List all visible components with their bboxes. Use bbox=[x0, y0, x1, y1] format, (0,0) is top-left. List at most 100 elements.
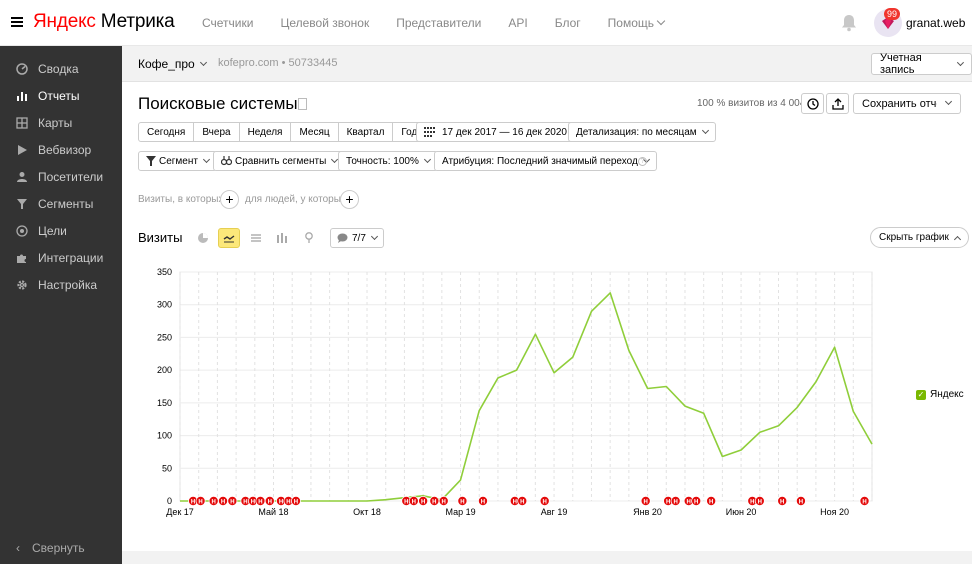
sidebar: Сводка Отчеты Карты Вебвизор Посетители … bbox=[0, 46, 122, 564]
sidebar-item-settings[interactable]: Настройка bbox=[0, 271, 122, 298]
counter-selector[interactable]: Кофе_про bbox=[138, 57, 207, 71]
add-visit-filter-button[interactable]: + bbox=[220, 190, 239, 209]
nav-target-call[interactable]: Целевой звонок bbox=[280, 16, 370, 30]
nav-counters[interactable]: Счетчики bbox=[202, 16, 254, 30]
save-report-dropdown[interactable] bbox=[937, 93, 961, 114]
note-marker[interactable]: Н bbox=[859, 495, 870, 506]
username[interactable]: granat.web bbox=[906, 16, 966, 30]
period-yesterday[interactable]: Вчера bbox=[193, 122, 240, 142]
bell-icon[interactable] bbox=[841, 14, 857, 32]
y-tick-label: 150 bbox=[157, 398, 172, 408]
bookmark-icon[interactable] bbox=[298, 98, 307, 110]
note-marker-label: Н bbox=[221, 500, 225, 506]
sidebar-item-label: Цели bbox=[38, 223, 67, 238]
note-marker[interactable]: Н bbox=[418, 495, 429, 506]
note-marker-label: Н bbox=[286, 500, 290, 506]
note-marker[interactable]: Н bbox=[208, 495, 219, 506]
x-tick-label: Авг 19 bbox=[541, 507, 568, 517]
hide-chart-button[interactable]: Скрыть график bbox=[870, 227, 969, 248]
chevron-up-icon bbox=[953, 235, 961, 244]
period-week[interactable]: Неделя bbox=[238, 122, 292, 142]
export-button[interactable] bbox=[826, 93, 849, 114]
note-marker[interactable]: Н bbox=[195, 495, 206, 506]
note-marker-dot bbox=[795, 495, 806, 506]
note-marker[interactable]: Н bbox=[691, 495, 702, 506]
note-marker[interactable]: Н bbox=[477, 495, 488, 506]
sidebar-item-maps[interactable]: Карты bbox=[0, 109, 122, 136]
sidebar-collapse-button[interactable]: ‹ Свернуть bbox=[16, 541, 85, 555]
note-marker[interactable]: Н bbox=[457, 495, 468, 506]
note-marker[interactable]: Н bbox=[264, 495, 275, 506]
sidebar-item-summary[interactable]: Сводка bbox=[0, 55, 122, 82]
add-people-filter-button[interactable]: + bbox=[340, 190, 359, 209]
menu-icon[interactable] bbox=[11, 17, 23, 27]
y-tick-label: 50 bbox=[162, 463, 172, 473]
note-marker[interactable]: Н bbox=[640, 495, 651, 506]
note-marker[interactable]: Н bbox=[754, 495, 765, 506]
nav-api[interactable]: API bbox=[508, 16, 528, 30]
sidebar-item-integrations[interactable]: Интеграции bbox=[0, 244, 122, 271]
note-marker-dot bbox=[670, 495, 681, 506]
help-icon[interactable]: ? bbox=[638, 157, 647, 166]
history-button[interactable] bbox=[801, 93, 824, 114]
accuracy-dropdown[interactable]: Точность: 100% bbox=[338, 151, 438, 171]
account-button[interactable]: Учетная запись bbox=[871, 52, 972, 76]
sidebar-item-goals[interactable]: Цели bbox=[0, 217, 122, 244]
pomegranate-icon bbox=[882, 17, 894, 29]
chevron-down-icon bbox=[656, 16, 666, 26]
note-marker[interactable]: Н bbox=[283, 495, 294, 506]
save-report-button[interactable]: Сохранить отчет bbox=[853, 93, 957, 114]
note-marker[interactable]: Н bbox=[706, 495, 717, 506]
logo-brand: Яндекс bbox=[33, 11, 96, 32]
note-marker[interactable]: Н bbox=[438, 495, 449, 506]
sidebar-item-webvisor[interactable]: Вебвизор bbox=[0, 136, 122, 163]
note-marker[interactable]: Н bbox=[670, 495, 681, 506]
checkbox-icon[interactable]: ✓ bbox=[916, 389, 926, 400]
note-marker[interactable]: Н bbox=[255, 495, 266, 506]
note-marker-label: Н bbox=[481, 500, 485, 506]
nav-blog[interactable]: Блог bbox=[554, 16, 581, 30]
note-marker-label: Н bbox=[758, 500, 762, 506]
note-marker[interactable]: Н bbox=[218, 495, 229, 506]
period-today[interactable]: Сегодня bbox=[138, 122, 195, 142]
period-month[interactable]: Месяц bbox=[290, 122, 339, 142]
notes-dropdown[interactable]: 7/7 bbox=[330, 228, 384, 248]
notification-badge: 99 bbox=[884, 8, 901, 20]
note-marker[interactable]: Н bbox=[795, 495, 806, 506]
note-marker[interactable]: Н bbox=[777, 495, 788, 506]
compare-segments-button[interactable]: Сравнить сегменты bbox=[213, 151, 346, 171]
date-range-picker[interactable]: 17 дек 2017 — 16 дек 2020 bbox=[416, 122, 575, 142]
detail-dropdown[interactable]: Детализация: по месяцам bbox=[568, 122, 716, 142]
attribution-dropdown[interactable]: Атрибуция: Последний значимый переход bbox=[434, 151, 657, 171]
pie-chart-icon[interactable] bbox=[192, 228, 214, 248]
note-marker-dot bbox=[477, 495, 488, 506]
y-tick-label: 350 bbox=[157, 267, 172, 277]
note-marker-label: Н bbox=[780, 500, 784, 506]
note-marker[interactable]: Н bbox=[408, 495, 419, 506]
note-marker[interactable]: Н bbox=[539, 495, 550, 506]
map-pin-icon[interactable] bbox=[298, 228, 320, 248]
period-quarter[interactable]: Квартал bbox=[337, 122, 394, 142]
column-chart-icon[interactable] bbox=[271, 228, 293, 248]
note-marker-label: Н bbox=[251, 500, 255, 506]
detail-label: Детализация: по месяцам bbox=[576, 126, 697, 138]
sidebar-item-visitors[interactable]: Посетители bbox=[0, 163, 122, 190]
segment-button[interactable]: Сегмент bbox=[138, 151, 217, 171]
sidebar-item-segments[interactable]: Сегменты bbox=[0, 190, 122, 217]
note-marker[interactable]: Н bbox=[227, 495, 238, 506]
nav-help[interactable]: Помощь bbox=[608, 16, 666, 30]
sidebar-item-reports[interactable]: Отчеты bbox=[0, 82, 122, 109]
user-icon bbox=[16, 171, 28, 183]
note-marker[interactable]: Н bbox=[429, 495, 440, 506]
note-marker-label: Н bbox=[404, 500, 408, 506]
date-range-label: 17 дек 2017 — 16 дек 2020 bbox=[442, 126, 567, 138]
stacked-area-icon[interactable] bbox=[245, 228, 267, 248]
note-marker[interactable]: Н bbox=[517, 495, 528, 506]
line-chart-icon[interactable] bbox=[218, 228, 240, 248]
note-marker[interactable]: Н bbox=[290, 495, 301, 506]
nav-representatives[interactable]: Представители bbox=[396, 16, 482, 30]
y-tick-label: 0 bbox=[167, 496, 172, 506]
chevron-down-icon bbox=[199, 58, 207, 66]
note-marker-dot bbox=[754, 495, 765, 506]
logo[interactable]: Яндекс Метрика bbox=[33, 11, 175, 33]
